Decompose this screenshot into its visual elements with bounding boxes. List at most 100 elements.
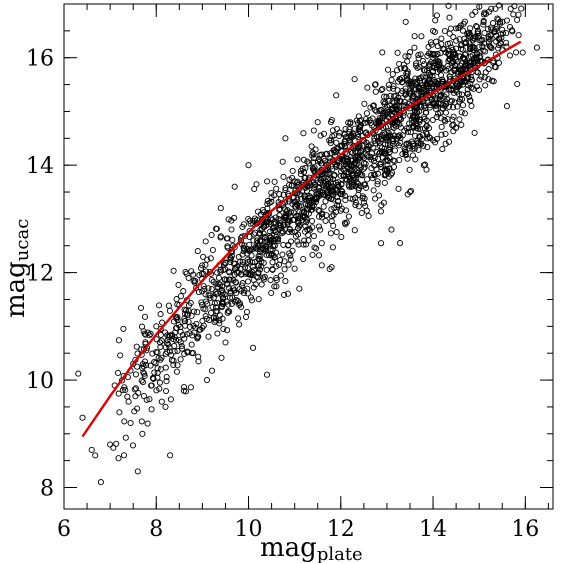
- data-point: [248, 297, 255, 304]
- data-point: [441, 116, 448, 123]
- data-point: [315, 223, 323, 230]
- data-point: [382, 99, 389, 106]
- data-point: [268, 194, 275, 201]
- data-point: [349, 130, 357, 138]
- data-point: [274, 236, 281, 243]
- data-point: [465, 82, 472, 89]
- data-point: [448, 60, 455, 67]
- data-point: [384, 107, 391, 114]
- data-point: [362, 202, 369, 210]
- data-point: [442, 130, 449, 137]
- data-point: [495, 45, 502, 52]
- data-point: [311, 183, 318, 190]
- data-point: [188, 268, 195, 275]
- data-point: [353, 117, 360, 124]
- data-point: [170, 318, 177, 325]
- data-point: [482, 69, 489, 76]
- data-point: [376, 107, 383, 114]
- data-point: [287, 256, 294, 263]
- data-point: [410, 124, 417, 131]
- data-point: [351, 227, 358, 234]
- data-point: [207, 255, 214, 262]
- data-point: [433, 135, 441, 142]
- data-point: [266, 232, 273, 239]
- data-point: [404, 58, 411, 65]
- data-point: [218, 286, 225, 293]
- data-point: [488, 45, 495, 52]
- data-point: [275, 202, 282, 209]
- data-point: [221, 291, 228, 298]
- data-point: [439, 105, 446, 112]
- data-point: [174, 347, 181, 354]
- data-point: [122, 434, 129, 441]
- data-point: [165, 302, 172, 309]
- data-point: [435, 78, 442, 85]
- data-point: [444, 96, 451, 103]
- data-point: [131, 408, 138, 415]
- data-point: [148, 406, 155, 413]
- data-point: [310, 127, 317, 134]
- data-point: [415, 55, 422, 62]
- data-point: [114, 369, 122, 376]
- data-point: [342, 221, 349, 228]
- data-point: [384, 157, 391, 164]
- data-point: [163, 373, 170, 381]
- data-point: [490, 29, 498, 36]
- data-point: [162, 403, 169, 410]
- data-point: [345, 213, 352, 220]
- data-point: [162, 364, 169, 371]
- data-point: [280, 191, 287, 198]
- data-point: [250, 276, 257, 284]
- data-point: [170, 267, 177, 274]
- data-point: [272, 228, 279, 236]
- data-point: [355, 186, 362, 193]
- data-point: [503, 17, 510, 24]
- data-point: [394, 133, 401, 140]
- data-point: [404, 76, 411, 83]
- data-point: [447, 25, 454, 32]
- data-point: [325, 183, 332, 190]
- data-point: [406, 188, 414, 196]
- data-point: [297, 171, 304, 178]
- data-point: [430, 84, 437, 91]
- data-point: [194, 309, 201, 316]
- data-point: [362, 160, 369, 167]
- data-point: [230, 277, 237, 284]
- data-point: [208, 309, 215, 316]
- data-point: [391, 147, 399, 154]
- data-point: [456, 53, 463, 60]
- data-point: [384, 66, 392, 73]
- data-point: [233, 296, 240, 303]
- data-point: [386, 165, 393, 172]
- data-point: [479, 43, 486, 50]
- data-point: [470, 35, 477, 42]
- data-point: [402, 88, 409, 95]
- data-point: [336, 129, 343, 136]
- data-point: [322, 198, 329, 205]
- data-point: [258, 281, 265, 288]
- data-point: [408, 116, 415, 123]
- data-point: [135, 389, 142, 397]
- data-point: [458, 121, 465, 128]
- data-point: [113, 440, 120, 447]
- data-point: [344, 155, 351, 163]
- data-point: [445, 103, 453, 110]
- data-point: [449, 116, 456, 123]
- data-point: [129, 442, 137, 449]
- data-point: [450, 104, 457, 111]
- data-point: [246, 247, 253, 255]
- data-point: [387, 92, 394, 99]
- data-point: [271, 178, 278, 185]
- data-point: [163, 378, 170, 385]
- data-point: [390, 141, 397, 148]
- data-point: [168, 351, 175, 358]
- data-point: [282, 184, 289, 192]
- data-point: [480, 11, 487, 18]
- data-point: [338, 187, 345, 194]
- data-point: [327, 137, 334, 144]
- data-point: [396, 76, 403, 83]
- data-point: [238, 271, 245, 278]
- data-point: [225, 307, 232, 315]
- data-point: [336, 163, 343, 170]
- data-point: [146, 396, 153, 403]
